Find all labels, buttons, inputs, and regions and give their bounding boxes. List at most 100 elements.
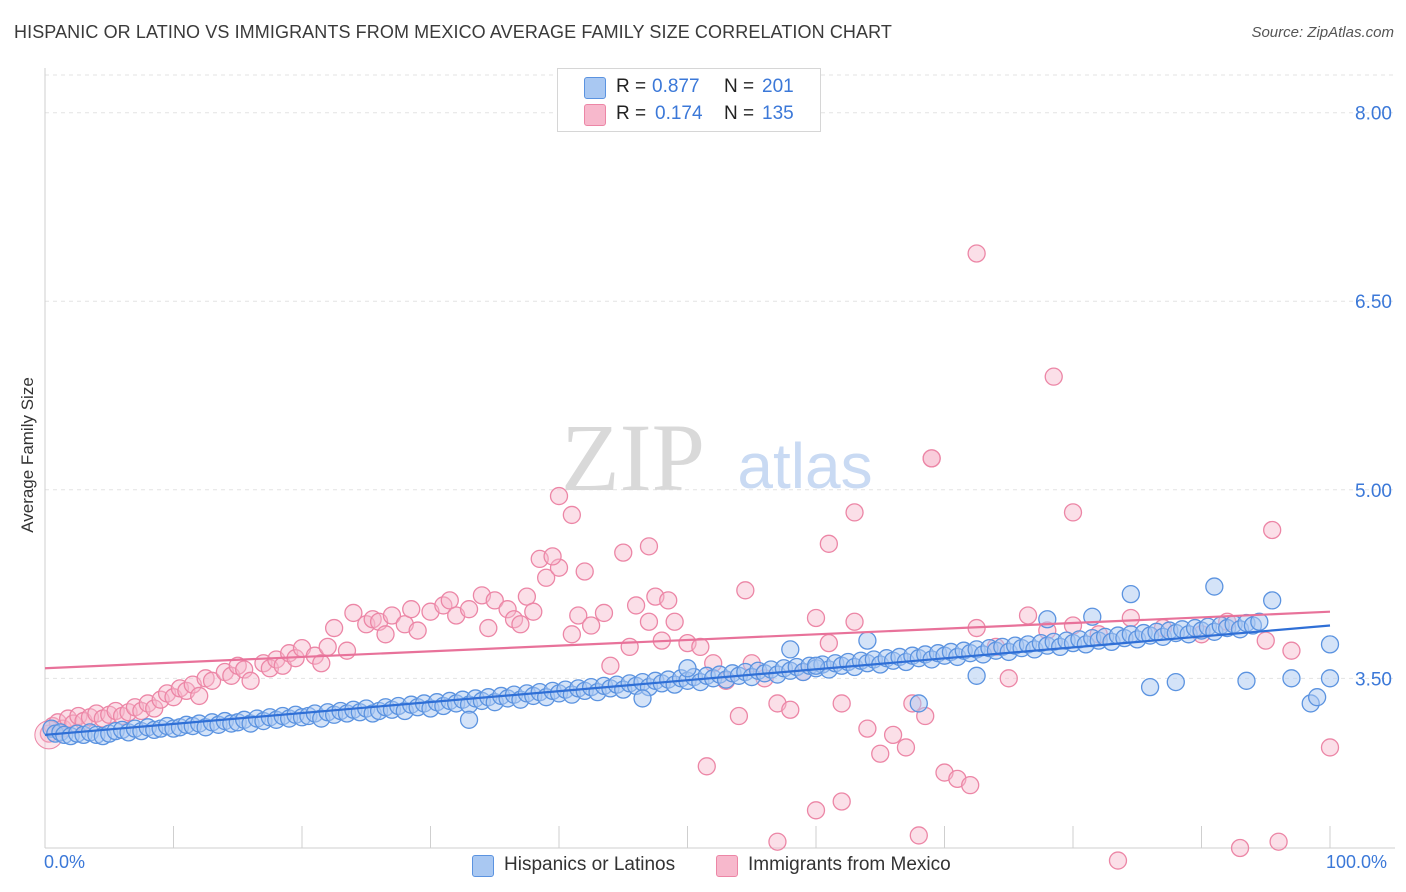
legend-swatch-blue xyxy=(472,855,494,877)
data-point-immigrants-from-mexico xyxy=(459,600,479,619)
data-point-immigrants-from-mexico xyxy=(665,612,684,631)
data-point-immigrants-from-mexico xyxy=(402,600,421,619)
source-label: Source: ZipAtlas.com xyxy=(1251,24,1394,41)
data-point-immigrants-from-mexico xyxy=(620,637,639,657)
data-point-hispanics-or-latinos xyxy=(1320,669,1340,688)
data-point-immigrants-from-mexico xyxy=(1263,520,1282,540)
data-point-immigrants-from-mexico xyxy=(736,581,755,600)
data-point-immigrants-from-mexico xyxy=(511,615,530,634)
data-point-immigrants-from-mexico xyxy=(241,671,260,690)
data-point-immigrants-from-mexico xyxy=(549,558,569,577)
data-point-hispanics-or-latinos xyxy=(806,656,826,675)
data-point-immigrants-from-mexico xyxy=(961,776,980,795)
data-point-immigrants-from-mexico xyxy=(344,603,363,623)
data-point-hispanics-or-latinos xyxy=(1250,612,1269,631)
data-point-immigrants-from-mexico xyxy=(235,660,254,679)
data-point-immigrants-from-mexico xyxy=(408,621,427,640)
watermark-atlas: atlas xyxy=(737,430,872,502)
data-point-immigrants-from-mexico xyxy=(639,537,659,556)
data-point-immigrants-from-mexico xyxy=(781,700,800,719)
x-tick-label-max: 100.0% xyxy=(1326,852,1388,872)
data-point-immigrants-from-mexico xyxy=(1320,738,1340,757)
series-immigrants-from-mexico xyxy=(34,244,1340,870)
data-point-immigrants-from-mexico xyxy=(1269,832,1288,851)
stats-r-value: 0.877 xyxy=(652,76,700,97)
data-point-immigrants-from-mexico xyxy=(517,587,537,606)
stats-r-label: R = xyxy=(616,76,647,97)
data-point-immigrants-from-mexico xyxy=(479,618,498,638)
data-point-hispanics-or-latinos xyxy=(1166,672,1185,692)
data-point-immigrants-from-mexico xyxy=(883,725,903,745)
data-point-immigrants-from-mexico xyxy=(922,449,941,468)
trend-line-hispanics-or-latinos xyxy=(44,624,1331,736)
data-point-hispanics-or-latinos xyxy=(781,640,800,659)
data-point-hispanics-or-latinos xyxy=(1121,584,1140,604)
data-point-immigrants-from-mexico xyxy=(549,486,569,506)
data-point-immigrants-from-mexico xyxy=(896,738,916,757)
data-point-immigrants-from-mexico xyxy=(202,671,222,690)
data-point-immigrants-from-mexico xyxy=(1121,608,1140,628)
data-point-immigrants-from-mexico xyxy=(382,606,402,625)
data-point-immigrants-from-mexico xyxy=(1044,367,1063,386)
data-point-immigrants-from-mexico xyxy=(440,591,459,610)
data-point-immigrants-from-mexico xyxy=(691,637,710,657)
data-point-hispanics-or-latinos xyxy=(1308,688,1327,707)
data-point-immigrants-from-mexico xyxy=(562,505,581,525)
data-point-immigrants-from-mexico xyxy=(614,543,633,562)
data-point-immigrants-from-mexico xyxy=(659,591,678,610)
data-point-hispanics-or-latinos xyxy=(678,659,697,678)
legend-swatch-pink xyxy=(716,855,738,877)
grid-lines xyxy=(45,74,1395,679)
watermark: ZIP atlas xyxy=(561,404,873,511)
stats-n-label: N = xyxy=(724,76,755,97)
data-point-immigrants-from-mexico xyxy=(832,694,851,713)
data-point-immigrants-from-mexico xyxy=(324,618,344,638)
stats-r-label: R = xyxy=(616,103,647,124)
data-point-immigrants-from-mexico xyxy=(1063,503,1083,522)
data-point-immigrants-from-mexico xyxy=(806,801,826,820)
data-point-immigrants-from-mexico xyxy=(819,534,838,553)
data-point-immigrants-from-mexico xyxy=(967,244,986,263)
data-point-hispanics-or-latinos xyxy=(967,666,986,685)
y-tick-label: 5.00 xyxy=(1355,481,1392,502)
legend-label: Immigrants from Mexico xyxy=(748,854,951,875)
data-point-immigrants-from-mexico xyxy=(697,757,716,776)
stats-n-label: N = xyxy=(724,103,755,124)
data-point-immigrants-from-mexico xyxy=(498,600,517,619)
data-point-immigrants-from-mexico xyxy=(537,568,556,587)
stats-r-value: 0.174 xyxy=(655,103,703,124)
data-point-immigrants-from-mexico xyxy=(524,602,543,621)
y-tick-label: 8.00 xyxy=(1355,104,1392,125)
data-point-immigrants-from-mexico xyxy=(601,656,620,675)
data-point-hispanics-or-latinos xyxy=(1263,591,1282,610)
data-point-immigrants-from-mexico xyxy=(832,792,851,811)
stats-n-value: 201 xyxy=(762,76,794,97)
data-point-immigrants-from-mexico xyxy=(729,706,749,726)
stats-swatch-pink xyxy=(584,104,606,126)
data-point-immigrants-from-mexico xyxy=(639,612,659,631)
data-point-immigrants-from-mexico xyxy=(543,547,562,566)
data-point-immigrants-from-mexico xyxy=(845,503,864,522)
data-point-immigrants-from-mexico xyxy=(581,616,601,635)
data-point-hispanics-or-latinos xyxy=(1140,677,1160,697)
data-point-immigrants-from-mexico xyxy=(909,826,928,845)
data-point-hispanics-or-latinos xyxy=(909,694,928,713)
data-point-hispanics-or-latinos xyxy=(1205,577,1224,596)
data-point-immigrants-from-mexico xyxy=(871,744,890,763)
data-point-immigrants-from-mexico xyxy=(1018,606,1038,625)
y-tick-labels: 3.50 5.00 6.50 8.00 xyxy=(1355,104,1392,691)
data-point-hispanics-or-latinos xyxy=(459,710,479,729)
data-point-immigrants-from-mexico xyxy=(768,832,787,851)
data-point-immigrants-from-mexico xyxy=(819,633,838,653)
data-point-immigrants-from-mexico xyxy=(562,625,581,644)
data-point-immigrants-from-mexico xyxy=(845,612,864,631)
y-tick-label: 3.50 xyxy=(1355,669,1392,690)
data-point-hispanics-or-latinos xyxy=(1237,671,1256,690)
data-point-immigrants-from-mexico xyxy=(376,625,395,644)
data-point-immigrants-from-mexico xyxy=(1108,851,1128,870)
data-point-hispanics-or-latinos xyxy=(633,689,652,708)
data-point-hispanics-or-latinos xyxy=(1320,635,1340,654)
data-point-hispanics-or-latinos xyxy=(858,631,877,650)
data-point-immigrants-from-mexico xyxy=(999,669,1018,688)
